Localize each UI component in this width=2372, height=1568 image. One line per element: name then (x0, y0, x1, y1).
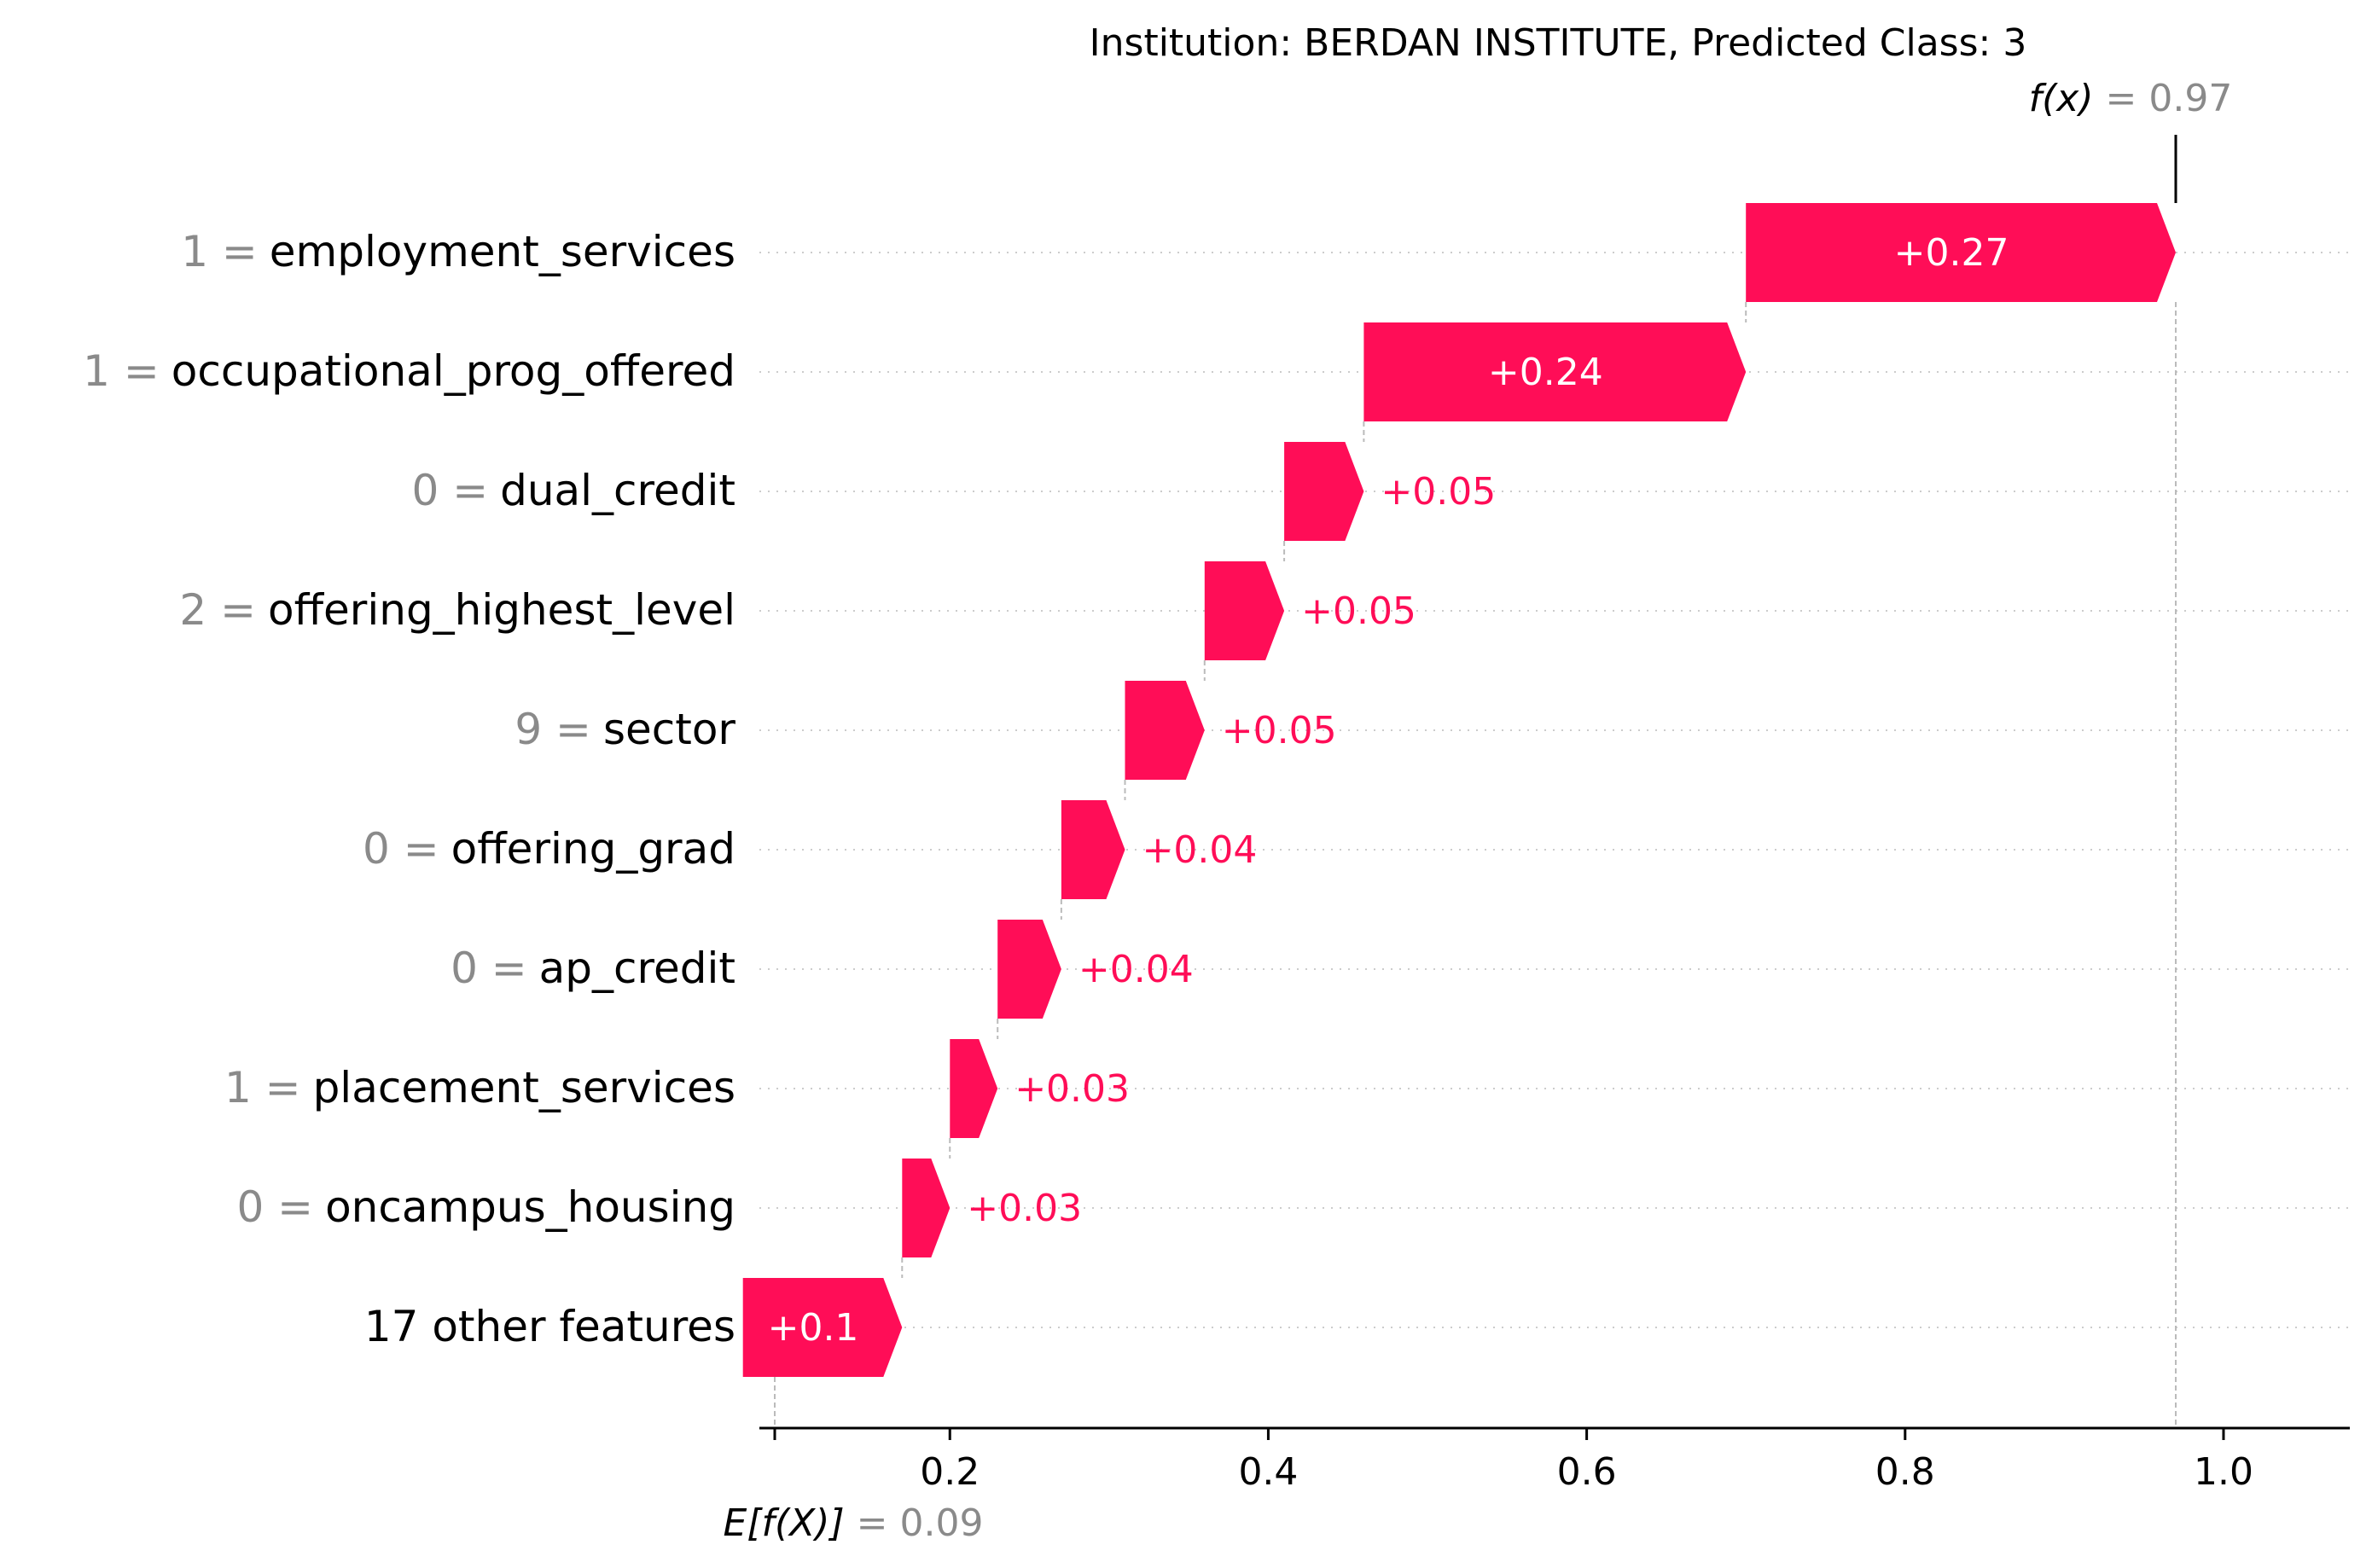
bar-sector (1125, 681, 1205, 780)
feature-label: 0 = offering_grad (363, 824, 735, 874)
feature-label: 0 = ap_credit (451, 944, 735, 993)
feature-label: 17 other features (364, 1302, 735, 1351)
bar-17-other-features (742, 1278, 903, 1377)
bar-value-label: +0.04 (1078, 948, 1194, 991)
feature-name: placement_services (313, 1063, 735, 1112)
bar-dual_credit (1284, 442, 1364, 541)
bar-value-label: +0.04 (1142, 828, 1258, 872)
chart-title: Institution: BERDAN INSTITUTE, Predicted… (1090, 21, 2027, 65)
connector-lines (774, 135, 2177, 1428)
bars (742, 203, 2176, 1377)
bar-value-label: +0.05 (1381, 470, 1496, 514)
output-value-label: f(x) = 0.97 (2029, 77, 2233, 120)
feature-label: 2 = offering_highest_level (179, 585, 735, 635)
base-label-suffix: = 0.09 (857, 1501, 984, 1545)
feature-value: 9 = (515, 705, 591, 754)
x-tick-label: 0.8 (1875, 1450, 1935, 1494)
bar-value-label: +0.05 (1301, 589, 1416, 633)
feature-name: occupational_prog_offered (172, 346, 735, 396)
bar-oncampus_housing (902, 1159, 951, 1257)
feature-label: 1 = placement_services (224, 1063, 735, 1112)
feature-name: dual_credit (500, 466, 735, 515)
feature-name: oncampus_housing (325, 1182, 735, 1232)
bar-value-label: +0.24 (1488, 351, 1603, 394)
bar-value-label: +0.03 (1014, 1067, 1130, 1111)
feature-value: 1 = (181, 227, 258, 276)
bar-employment_services (1746, 203, 2176, 302)
bar-placement_services (950, 1039, 998, 1138)
feature-value: 0 = (411, 466, 488, 515)
bar-labels: +0.27 +0.24 +0.05 +0.05 +0.05 +0.04 +0.04 +0.03… (768, 231, 2009, 1350)
x-tick-label: 0.6 (1557, 1450, 1617, 1494)
feature-label: 1 = occupational_prog_offered (83, 346, 735, 396)
feature-name: ap_credit (539, 944, 735, 993)
feature-label: 9 = sector (515, 705, 735, 754)
feature-value: 1 = (83, 346, 160, 396)
x-tick-label: 1.0 (2194, 1450, 2253, 1494)
bar-ap_credit (997, 920, 1061, 1019)
feature-name: offering_grad (451, 824, 735, 874)
x-tick-label: 0.4 (1238, 1450, 1298, 1494)
feature-name: sector (603, 705, 735, 754)
bar-value-label: +0.1 (768, 1306, 859, 1350)
x-tick-label: 0.2 (920, 1450, 980, 1494)
feature-name: 17 other features (364, 1302, 735, 1351)
feature-value: 0 = (363, 824, 439, 874)
feature-name: offering_highest_level (268, 585, 735, 635)
output-label-suffix: = 0.97 (2106, 77, 2233, 120)
base-label-prefix: E[f(X)] (724, 1501, 845, 1545)
bar-occupational_prog_offered (1363, 322, 1747, 421)
bar-offering_highest_level (1204, 561, 1285, 660)
base-value-label: E[f(X)] = 0.09 (724, 1501, 984, 1545)
feature-label: 1 = employment_services (181, 227, 735, 276)
bar-value-label: +0.27 (1894, 231, 2009, 275)
feature-value: 0 = (236, 1182, 313, 1232)
output-label-prefix: f(x) (2029, 77, 2094, 120)
feature-label: 0 = dual_credit (411, 466, 735, 515)
feature-value: 2 = (179, 585, 256, 635)
feature-name: employment_services (270, 227, 735, 276)
bar-offering_grad (1061, 800, 1125, 899)
x-axis-ticks: 0.2 0.4 0.6 0.8 1.0 (773, 1428, 2253, 1494)
bar-value-label: +0.05 (1222, 709, 1337, 752)
feature-label: 0 = oncampus_housing (236, 1182, 735, 1232)
feature-value: 0 = (451, 944, 527, 993)
bar-value-label: +0.03 (967, 1187, 1082, 1230)
feature-value: 1 = (224, 1063, 301, 1112)
